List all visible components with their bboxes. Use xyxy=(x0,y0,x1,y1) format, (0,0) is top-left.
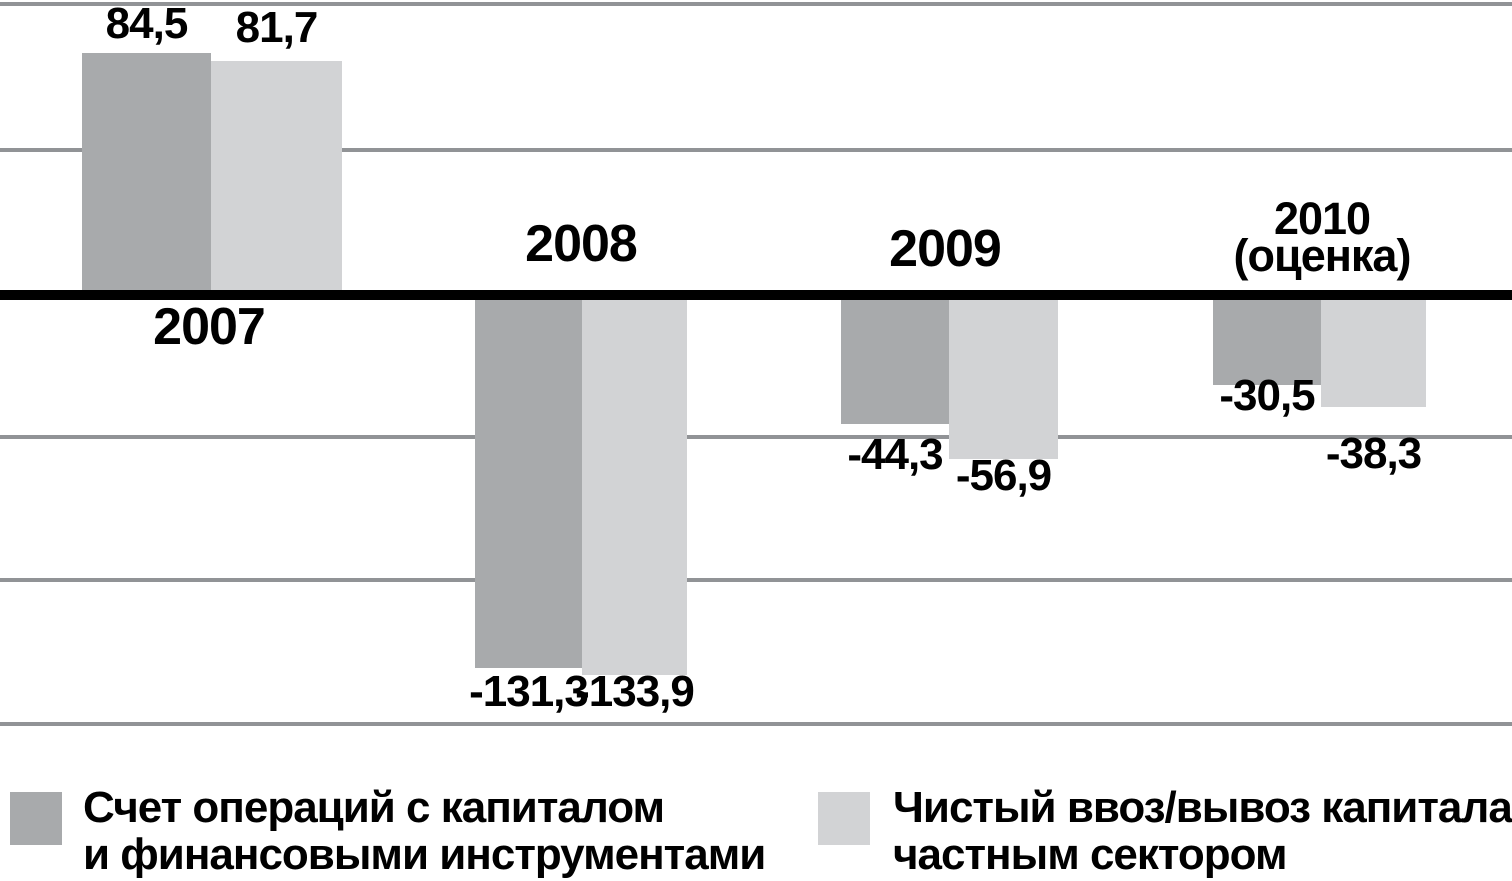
bar-2007-capital-account xyxy=(82,53,211,290)
bar-2008-private-capital xyxy=(582,300,687,675)
gridline-plus-50 xyxy=(0,148,1512,152)
value-label-2010-private-capital: -38,3 xyxy=(1325,429,1422,478)
gridline-plus-100 xyxy=(0,2,1512,6)
legend-label-capital-account: Счет операций с капиталом и финансовыми … xyxy=(83,783,766,880)
category-label-2009: 2009 xyxy=(889,220,1002,278)
bar-2010-capital-account xyxy=(1213,300,1321,385)
category-label-2008: 2008 xyxy=(525,215,638,273)
bar-2010-private-capital xyxy=(1321,300,1426,407)
legend-swatch-capital-account xyxy=(10,792,62,845)
value-label-2008-capital-account: -131,3 xyxy=(469,667,589,716)
gridline-minus-100 xyxy=(0,578,1512,582)
value-label-2009-private-capital: -56,9 xyxy=(955,451,1052,500)
category-label-2007: 2007 xyxy=(153,298,266,356)
bar-2009-capital-account xyxy=(841,300,949,424)
gridline-minus-50 xyxy=(0,435,1512,439)
value-label-2010-capital-account: -30,5 xyxy=(1219,371,1315,420)
value-label-2008-private-capital: -133,9 xyxy=(575,667,695,716)
category-label-2010-estimate: 2010 (оценка) xyxy=(1233,193,1412,281)
gridline-minus-150 xyxy=(0,722,1512,726)
legend-swatch-private-capital xyxy=(818,792,870,845)
value-label-2007-capital-account: 84,5 xyxy=(105,0,189,48)
bar-2008-capital-account xyxy=(475,300,582,668)
zero-axis-line xyxy=(0,290,1512,300)
value-label-2007-private-capital: 81,7 xyxy=(235,3,319,52)
value-label-2009-capital-account: -44,3 xyxy=(847,430,943,479)
bar-2007-private-capital xyxy=(211,61,342,290)
legend-label-private-capital: Чистый ввоз/вывоз капитала частным секто… xyxy=(893,783,1512,880)
bar-2009-private-capital xyxy=(949,300,1058,459)
